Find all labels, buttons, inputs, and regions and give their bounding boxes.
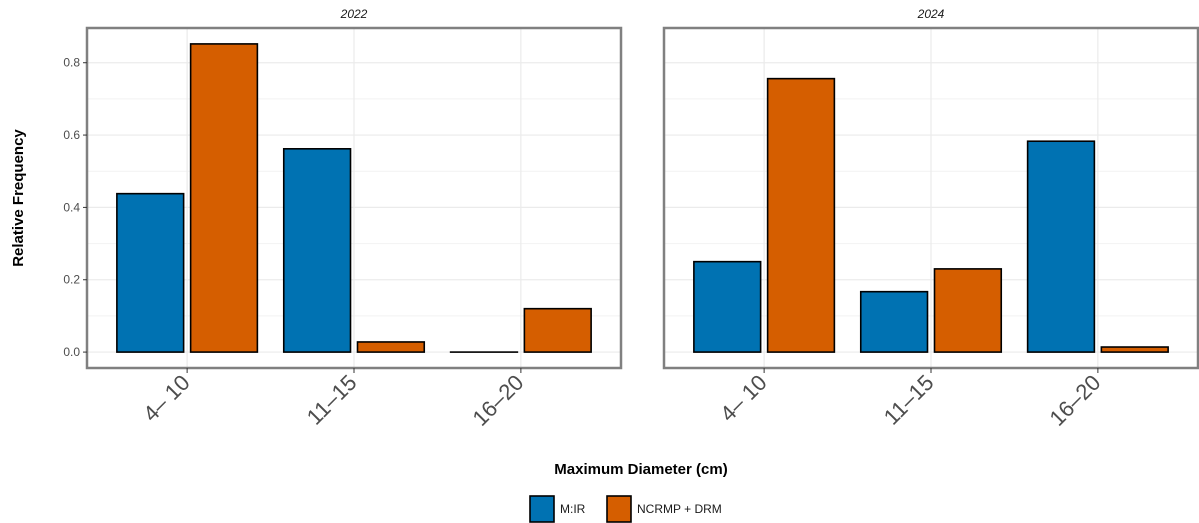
y-axis-title: Relative Frequency [10, 129, 27, 267]
facet-panels: 2022 0.0 0.2 0.4 0.6 0.8 4– 10 11–15 16–20 2024 4–… [63, 7, 1199, 431]
y-tick-label: 0.8 [63, 56, 80, 70]
bar-m-ir [859, 290, 929, 353]
x-tick-label: 16–20 [1044, 370, 1105, 431]
bar-ncrmp-drm [189, 43, 259, 353]
x-tick-label: 11–15 [302, 370, 362, 430]
legend-key [606, 495, 632, 523]
bar-ncrmp-drm [356, 341, 426, 353]
x-tick-label: 4– 10 [715, 370, 772, 427]
y-tick-label: 0.6 [63, 128, 80, 142]
legend-label: M:IR [560, 502, 586, 516]
y-tick-label: 0.2 [63, 273, 80, 287]
facet-strip-label: 2022 [340, 7, 368, 21]
x-axis-title: Maximum Diameter (cm) [554, 461, 727, 478]
bar-m-ir [282, 148, 352, 353]
y-tick-label: 0.0 [63, 345, 80, 359]
bar-m-ir [1026, 140, 1096, 353]
bar-m-ir [116, 192, 185, 353]
facet-strip-label: 2024 [917, 7, 945, 21]
legend-key [529, 495, 555, 523]
facet-panel-2022: 2022 0.0 0.2 0.4 0.6 0.8 4– 10 11–15 16–20 [63, 7, 623, 431]
bar-ncrmp-drm [1100, 346, 1169, 353]
bar-ncrmp-drm [523, 307, 592, 353]
x-tick-label: 4– 10 [138, 370, 195, 427]
x-tick-label: 11–15 [879, 370, 939, 430]
y-tick-label: 0.4 [63, 200, 80, 214]
x-tick-label: 16–20 [467, 370, 528, 431]
legend-label: NCRMP + DRM [637, 502, 722, 516]
legend: M:IR NCRMP + DRM [529, 495, 722, 523]
bar-ncrmp-drm [933, 268, 1003, 353]
bar-m-ir [693, 260, 762, 353]
bar-ncrmp-drm [766, 77, 836, 353]
facet-panel-2024: 2024 4– 10 11–15 16–20 [662, 7, 1199, 431]
